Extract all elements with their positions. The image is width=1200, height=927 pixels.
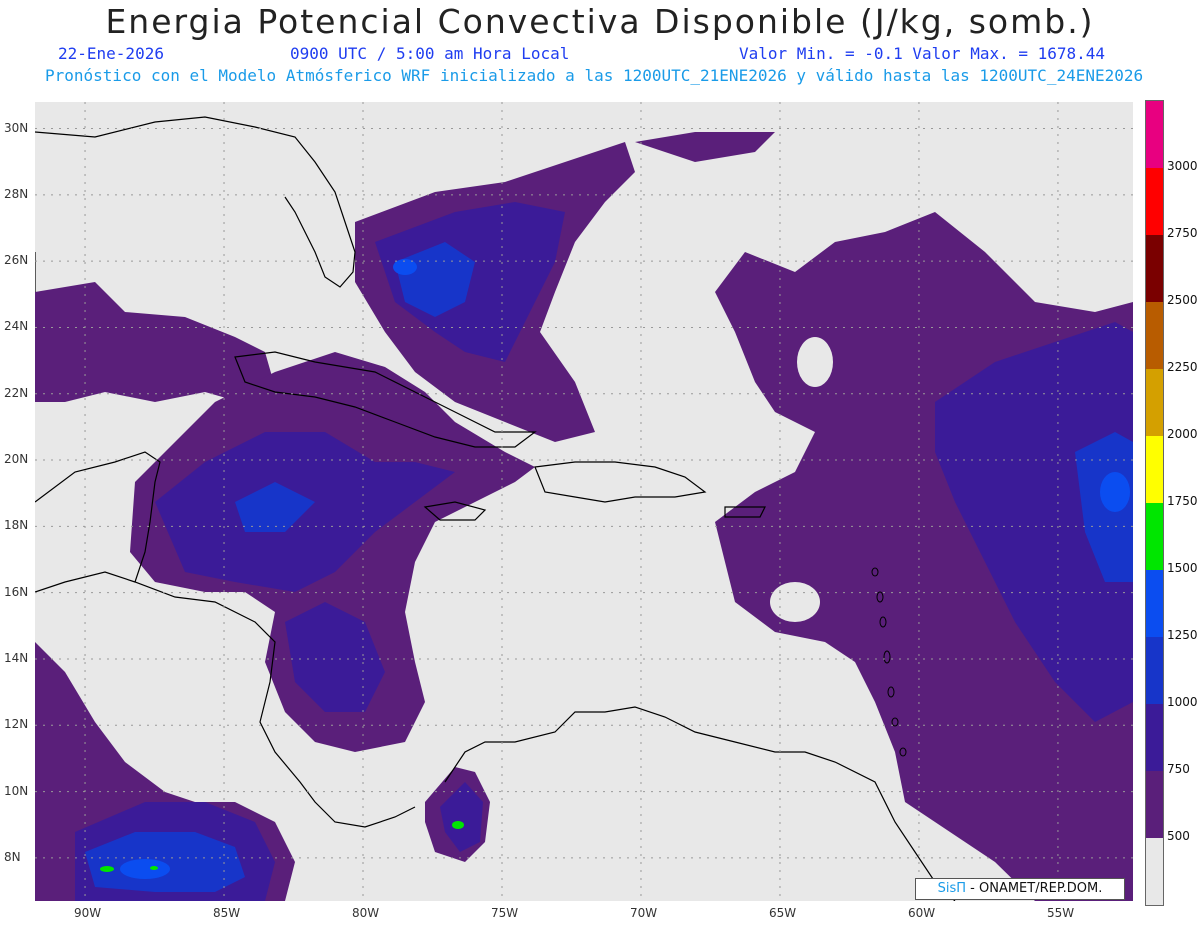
lon-tick-label: 75W	[490, 906, 519, 920]
cape-region-atlantic-north	[635, 132, 775, 162]
legend-label: 2250	[1167, 360, 1198, 374]
lon-tick-label: 80W	[352, 906, 380, 920]
cape-region-indigo-colombia	[440, 782, 483, 852]
cape-1500-region	[100, 821, 464, 872]
cape-hole	[770, 582, 820, 622]
lat-tick-label: 10N	[4, 783, 29, 798]
legend-label: 3000	[1167, 159, 1198, 173]
legend-label: 2500	[1167, 293, 1198, 307]
cape-1250-region	[120, 259, 1130, 879]
lat-tick-label: 16N	[4, 584, 29, 599]
coastline-yucatan	[35, 451, 161, 583]
coastline-puerto-rico	[724, 506, 766, 518]
map-title: Energia Potencial Convectiva Disponible …	[105, 2, 1095, 41]
legend-label: 1750	[1167, 494, 1198, 508]
cape-map	[35, 102, 1133, 901]
legend-swatch	[1146, 369, 1163, 436]
cape-region-brightblue	[120, 859, 170, 879]
legend-swatch	[1146, 838, 1163, 905]
legend-label: 2000	[1167, 427, 1198, 441]
coastline-central-america	[35, 571, 416, 828]
island	[871, 567, 879, 577]
lat-tick-label: 14N	[4, 650, 29, 665]
legend-label: 1000	[1167, 695, 1198, 709]
cape-region-green	[452, 821, 464, 829]
lon-tick-label: 60W	[907, 906, 936, 920]
legend-label: 500	[1167, 829, 1190, 843]
forecast-time: 0900 UTC / 5:00 am Hora Local	[290, 44, 570, 63]
lat-tick-label: 20N	[4, 452, 29, 467]
color-legend	[1145, 100, 1164, 906]
coastlines	[35, 116, 956, 901]
lon-tick-label: 90W	[74, 906, 102, 920]
legend-swatch	[1146, 771, 1163, 838]
cape-region-blue-caribbean	[235, 482, 315, 532]
legend-swatch	[1146, 101, 1163, 168]
island	[899, 747, 907, 757]
island	[887, 686, 895, 698]
lon-tick-label: 85W	[213, 906, 241, 920]
legend-label: 2750	[1167, 226, 1198, 240]
lat-tick-label: 26N	[4, 253, 29, 268]
legend-swatch	[1146, 168, 1163, 235]
lesser-antilles	[871, 567, 907, 757]
legend-swatch	[1146, 436, 1163, 503]
cape-1000-region	[85, 242, 1133, 892]
credit-logo: SisΠ	[937, 881, 967, 896]
legend-swatch	[1146, 235, 1163, 302]
lon-tick-label: 65W	[768, 906, 797, 920]
value-range: Valor Min. = -0.1 Valor Max. = 1678.44	[739, 44, 1106, 63]
coastline-south-america	[444, 706, 956, 901]
forecast-date: 22-Ene-2026	[58, 44, 164, 63]
cape-region-gulf	[35, 282, 275, 402]
cape-region-blue-pacific	[85, 832, 245, 892]
legend-swatch	[1146, 637, 1163, 704]
coastline-jamaica	[423, 501, 487, 521]
cape-region-green	[100, 866, 114, 872]
lat-tick-label: 22N	[4, 385, 29, 400]
lat-tick-label: 30N	[4, 120, 29, 135]
island	[876, 591, 884, 603]
map-grid	[35, 102, 1133, 901]
cape-region-green	[150, 866, 158, 870]
island	[883, 650, 891, 664]
legend-label: 750	[1167, 762, 1190, 776]
island	[891, 717, 899, 727]
lat-tick-label: 8N	[4, 849, 21, 864]
island	[879, 616, 887, 628]
cape-hole	[797, 337, 833, 387]
legend-label: 1250	[1167, 628, 1198, 642]
lat-tick-label: 24N	[4, 319, 29, 334]
credit-box: SisΠ - ONAMET/REP.DOM.	[915, 878, 1125, 900]
coastline-florida	[35, 116, 356, 288]
lon-tick-label: 70W	[629, 906, 658, 920]
cape-region-indigo-east	[935, 322, 1133, 722]
legend-swatch	[1146, 503, 1163, 570]
lat-tick-label: 12N	[4, 717, 29, 732]
coastline-cuba	[234, 351, 537, 448]
cape-region-indigo-honduras	[285, 602, 385, 712]
cape-region-blue-bahamas	[395, 242, 475, 317]
cape-region-blue-east	[1075, 432, 1133, 582]
coastline-hispaniola	[534, 461, 707, 503]
legend-label: 1500	[1167, 561, 1198, 575]
lat-tick-label: 18N	[4, 518, 29, 533]
legend-swatch	[1146, 704, 1163, 771]
lon-tick-label: 55W	[1046, 906, 1075, 920]
lat-tick-label: 28N	[4, 186, 29, 201]
legend-swatch	[1146, 570, 1163, 637]
cape-region-brightblue	[393, 259, 417, 275]
cape-region-brightblue	[1100, 472, 1130, 512]
legend-swatch	[1146, 302, 1163, 369]
model-info: Pronóstico con el Modelo Atmósferico WRF…	[45, 66, 1144, 85]
credit-org: - ONAMET/REP.DOM.	[966, 881, 1103, 896]
